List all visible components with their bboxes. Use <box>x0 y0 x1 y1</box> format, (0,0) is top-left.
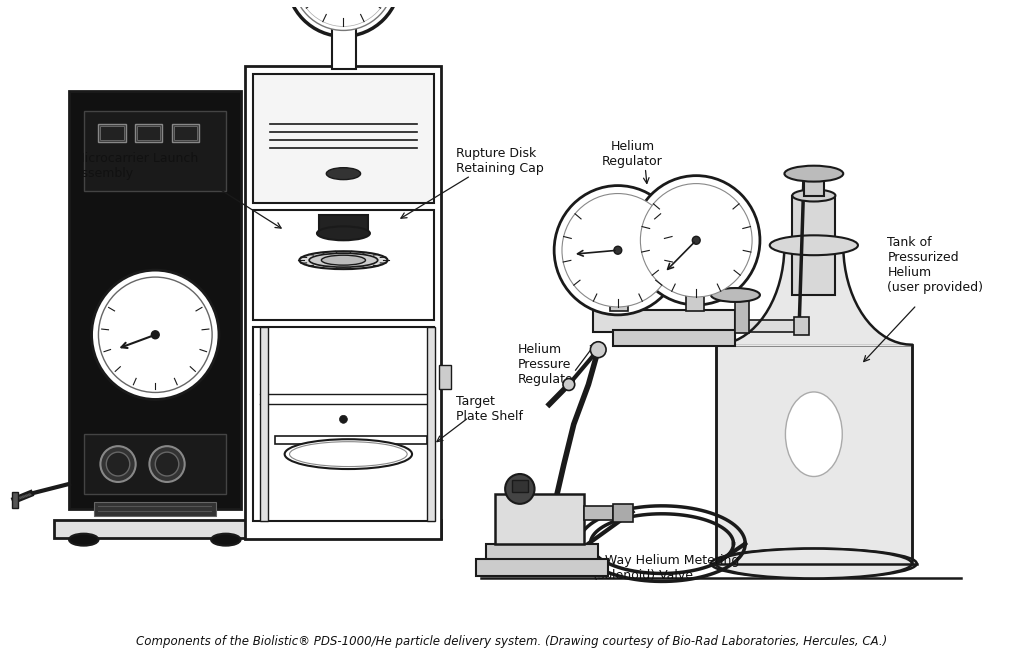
Ellipse shape <box>330 16 357 28</box>
Ellipse shape <box>784 166 843 182</box>
Bar <box>69 91 241 509</box>
Text: Helium
Regulator: Helium Regulator <box>602 140 663 168</box>
Circle shape <box>614 246 622 255</box>
Circle shape <box>293 0 394 30</box>
Circle shape <box>562 194 674 307</box>
Circle shape <box>156 452 179 476</box>
Ellipse shape <box>299 251 387 269</box>
Circle shape <box>150 446 184 482</box>
Circle shape <box>505 474 535 504</box>
Circle shape <box>591 342 606 358</box>
Circle shape <box>692 236 700 244</box>
Bar <box>716 344 911 564</box>
Bar <box>496 494 584 544</box>
Ellipse shape <box>285 440 412 469</box>
Bar <box>804 174 823 195</box>
Bar <box>613 504 633 522</box>
Bar <box>12 492 18 508</box>
Bar <box>613 330 735 346</box>
Bar <box>84 434 226 494</box>
Circle shape <box>633 176 760 305</box>
Bar <box>427 327 434 521</box>
Circle shape <box>296 0 390 26</box>
Ellipse shape <box>711 548 916 579</box>
Bar <box>476 558 608 577</box>
Ellipse shape <box>716 548 911 579</box>
Bar <box>795 317 809 335</box>
Bar <box>610 283 628 311</box>
Bar <box>793 195 836 295</box>
Polygon shape <box>716 245 911 344</box>
Circle shape <box>91 270 219 400</box>
Ellipse shape <box>309 253 378 267</box>
Ellipse shape <box>770 236 858 255</box>
Circle shape <box>340 415 347 423</box>
Bar <box>98 124 126 142</box>
Circle shape <box>563 379 574 390</box>
Bar <box>512 480 527 492</box>
Bar <box>749 320 797 332</box>
Ellipse shape <box>290 441 408 466</box>
Bar <box>174 126 198 140</box>
Circle shape <box>98 277 212 392</box>
Text: Helium
Pressure
Regulator: Helium Pressure Regulator <box>518 343 579 386</box>
Bar <box>274 436 427 444</box>
Bar <box>253 211 433 320</box>
Bar <box>332 22 356 70</box>
Bar <box>135 124 162 142</box>
Ellipse shape <box>327 168 360 180</box>
Bar <box>485 544 598 560</box>
Text: 3-Way Helium Metering
(solenoid) Valve: 3-Way Helium Metering (solenoid) Valve <box>593 554 739 583</box>
Bar <box>54 520 441 538</box>
Bar <box>100 126 124 140</box>
Circle shape <box>287 0 400 36</box>
Circle shape <box>106 452 130 476</box>
Ellipse shape <box>69 534 98 546</box>
Text: Microcarrier Launch
Assembly: Microcarrier Launch Assembly <box>74 152 199 180</box>
Bar <box>686 275 705 311</box>
Text: Components of the Biolistic® PDS-1000/He particle delivery system. (Drawing cour: Components of the Biolistic® PDS-1000/He… <box>136 635 888 648</box>
Bar <box>584 506 613 520</box>
Circle shape <box>152 331 159 338</box>
Bar <box>260 327 268 521</box>
Ellipse shape <box>322 255 366 265</box>
Bar <box>136 126 160 140</box>
Text: Target
Plate Shelf: Target Plate Shelf <box>456 396 523 423</box>
Text: Tank of
Pressurized
Helium
(user provided): Tank of Pressurized Helium (user provide… <box>888 236 983 294</box>
Bar <box>93 502 216 516</box>
Bar <box>439 365 452 390</box>
Ellipse shape <box>211 534 241 546</box>
Bar <box>253 327 433 521</box>
Ellipse shape <box>785 392 843 476</box>
Bar <box>735 297 750 333</box>
Bar <box>246 66 441 539</box>
Bar <box>593 310 735 332</box>
Bar <box>84 111 226 190</box>
Bar <box>253 74 433 203</box>
Ellipse shape <box>711 288 760 302</box>
Bar <box>318 215 368 234</box>
Text: Rupture Disk
Retaining Cap: Rupture Disk Retaining Cap <box>456 147 544 174</box>
Circle shape <box>554 186 682 315</box>
Circle shape <box>640 184 752 297</box>
Circle shape <box>100 446 135 482</box>
Bar <box>172 124 200 142</box>
Ellipse shape <box>793 190 836 201</box>
Ellipse shape <box>317 226 370 240</box>
